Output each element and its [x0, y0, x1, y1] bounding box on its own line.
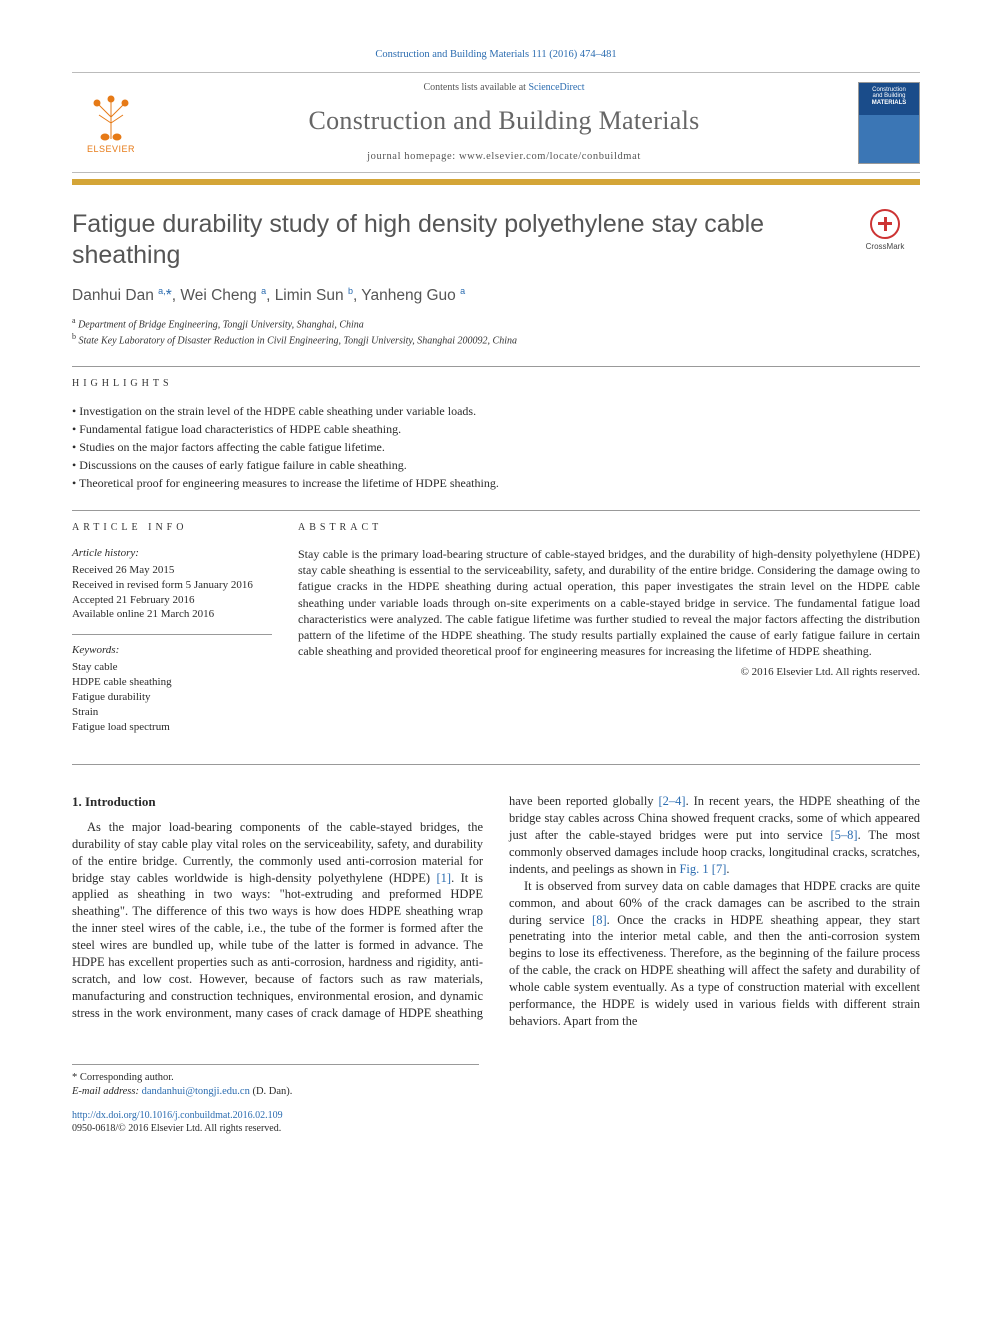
email-line: E-mail address: dandanhui@tongji.edu.cn …	[72, 1085, 479, 1099]
affiliations: a Department of Bridge Engineering, Tong…	[72, 316, 920, 349]
keyword-item: Fatigue load spectrum	[72, 720, 272, 735]
issn-copyright: 0950-0618/© 2016 Elsevier Ltd. All right…	[72, 1123, 281, 1134]
abstract-column: abstract Stay cable is the primary load-…	[298, 521, 920, 747]
crossmark-badge[interactable]: CrossMark	[850, 209, 920, 253]
keyword-item: Stay cable	[72, 660, 272, 675]
intro-p2: It is observed from survey data on cable…	[509, 878, 920, 1030]
sciencedirect-link[interactable]: ScienceDirect	[528, 82, 584, 93]
journal-cover-thumbnail: Construction and Building MATERIALS	[858, 82, 920, 164]
article-info-label: article info	[72, 521, 272, 535]
abstract-copyright: © 2016 Elsevier Ltd. All rights reserved…	[298, 665, 920, 680]
author-list: Danhui Dan a,*, Wei Cheng a, Limin Sun b…	[72, 285, 920, 307]
keywords-heading: Keywords:	[72, 643, 272, 658]
crossmark-icon	[870, 209, 900, 239]
journal-header: ELSEVIER Contents lists available at Sci…	[72, 72, 920, 173]
body-text: 1. Introduction As the major load-bearin…	[72, 793, 920, 1029]
corresponding-author-note: * Corresponding author.	[72, 1071, 479, 1085]
homepage-label: journal homepage:	[367, 151, 459, 162]
cover-line1: Construction	[872, 87, 906, 94]
highlight-item: Investigation on the strain level of the…	[72, 403, 920, 419]
article-title: Fatigue durability study of high density…	[72, 209, 832, 272]
homepage-url[interactable]: www.elsevier.com/locate/conbuildmat	[459, 151, 641, 162]
elsevier-wordmark: ELSEVIER	[87, 143, 135, 155]
email-suffix: (D. Dan).	[250, 1086, 293, 1097]
keyword-item: Fatigue durability	[72, 690, 272, 705]
history-received: Received 26 May 2015	[72, 563, 272, 578]
footnote-block: * Corresponding author. E-mail address: …	[72, 1064, 479, 1136]
gold-divider	[72, 179, 920, 185]
contents-available-line: Contents lists available at ScienceDirec…	[150, 81, 858, 95]
elsevier-tree-icon	[85, 89, 137, 141]
journal-homepage-line: journal homepage: www.elsevier.com/locat…	[150, 150, 858, 164]
affiliation-b-text: State Key Laboratory of Disaster Reducti…	[79, 336, 518, 347]
doi-link[interactable]: http://dx.doi.org/10.1016/j.conbuildmat.…	[72, 1110, 283, 1121]
crossmark-label: CrossMark	[866, 242, 905, 253]
history-revised: Received in revised form 5 January 2016	[72, 578, 272, 593]
citation-line: Construction and Building Materials 111 …	[72, 48, 920, 62]
history-online: Available online 21 March 2016	[72, 607, 272, 622]
cover-line2: and Building	[872, 93, 905, 100]
affiliation-a-text: Department of Bridge Engineering, Tongji…	[78, 319, 364, 330]
highlights-label: highlights	[72, 377, 920, 391]
highlight-item: Discussions on the causes of early fatig…	[72, 457, 920, 473]
abstract-text: Stay cable is the primary load-bearing s…	[298, 546, 920, 659]
abstract-label: abstract	[298, 521, 920, 535]
author-email-link[interactable]: dandanhui@tongji.edu.cn	[142, 1086, 250, 1097]
affiliation-a: a Department of Bridge Engineering, Tong…	[72, 316, 920, 332]
article-info-column: article info Article history: Received 2…	[72, 521, 272, 747]
keyword-item: Strain	[72, 705, 272, 720]
cover-line3: MATERIALS	[872, 100, 907, 107]
intro-heading: 1. Introduction	[72, 793, 483, 811]
elsevier-logo[interactable]: ELSEVIER	[72, 89, 150, 155]
highlight-item: Theoretical proof for engineering measur…	[72, 475, 920, 491]
keyword-item: HDPE cable sheathing	[72, 675, 272, 690]
highlight-item: Fundamental fatigue load characteristics…	[72, 421, 920, 437]
journal-name: Construction and Building Materials	[150, 103, 858, 138]
contents-prefix: Contents lists available at	[423, 82, 528, 93]
email-label: E-mail address:	[72, 1086, 142, 1097]
highlight-item: Studies on the major factors affecting t…	[72, 439, 920, 455]
highlights-list: Investigation on the strain level of the…	[72, 403, 920, 492]
affiliation-b: b State Key Laboratory of Disaster Reduc…	[72, 332, 920, 348]
history-accepted: Accepted 21 February 2016	[72, 593, 272, 608]
article-history-heading: Article history:	[72, 546, 272, 561]
